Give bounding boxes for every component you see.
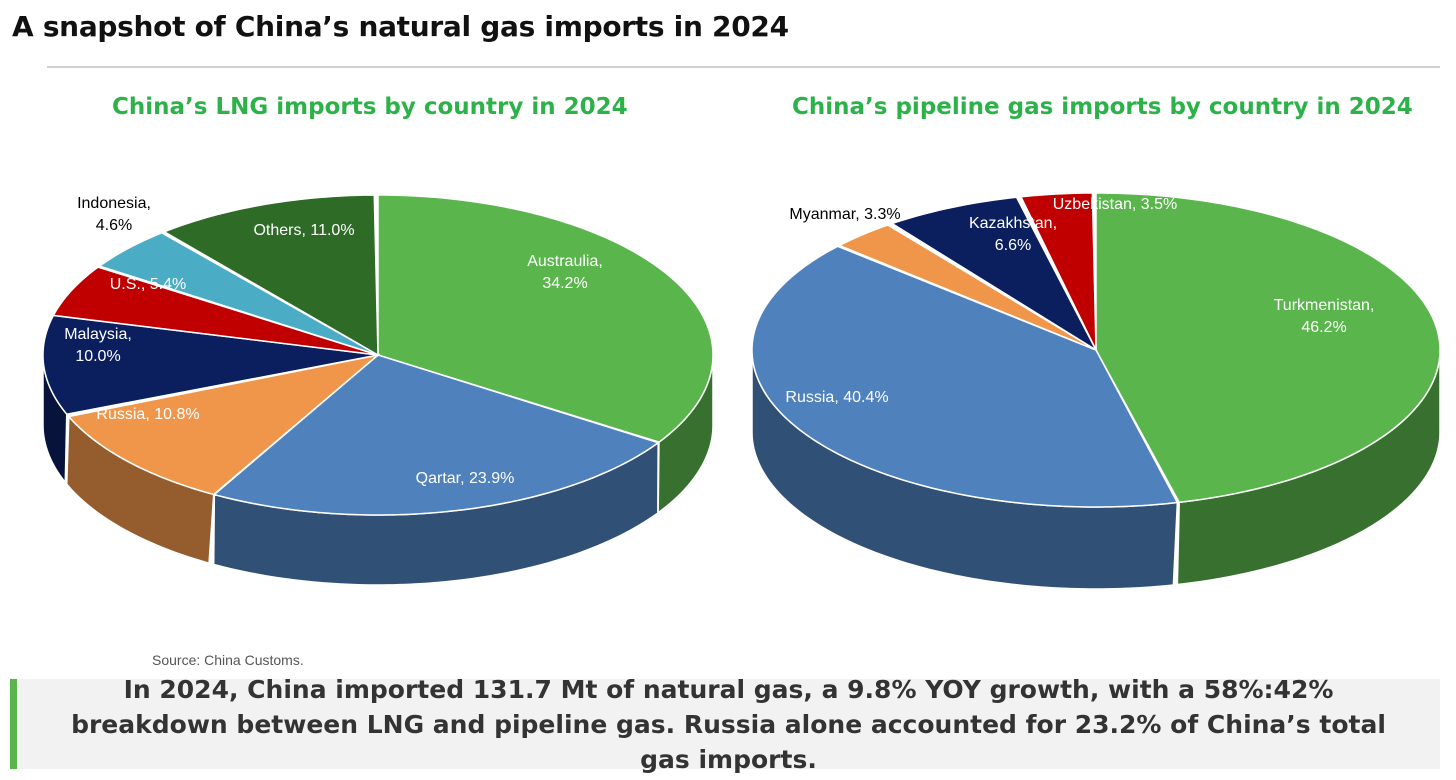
pie-charts: Austraulia, 34.2% Qartar, 23.9% Russia, 10.… xyxy=(42,192,1441,590)
pie-0-slice-russia xyxy=(67,353,381,496)
divider xyxy=(47,66,1440,68)
data-label: Myanmar, 3.3% xyxy=(789,206,900,223)
data-label: Uzbekistan, 3.5% xyxy=(1053,196,1178,213)
data-label: U.S., 5.4% xyxy=(110,276,186,293)
pie-0-slice-qartar xyxy=(212,354,660,516)
data-label: Indonesia, 4.6% xyxy=(77,195,151,234)
pie-0-slice-others xyxy=(162,194,379,357)
data-label: Kazakhstan, 6.6% xyxy=(969,215,1057,254)
data-label: Malaysia, 10.0% xyxy=(64,326,132,365)
pie-1-slice-uzbekistan xyxy=(1019,192,1097,351)
data-label: Russia, 40.4% xyxy=(785,389,888,406)
pie-0-slice-austraulia xyxy=(377,194,714,443)
pie-0-slice-malaysia xyxy=(42,314,379,416)
data-label: Turkmenistan, 46.2% xyxy=(1274,297,1375,336)
pie-1-slice-russia xyxy=(751,245,1179,508)
data-label: Qartar, 23.9% xyxy=(416,470,515,487)
pie-1-slice-kazakhstan xyxy=(890,196,1098,353)
data-label: Others, 11.0% xyxy=(253,222,354,239)
pie-0-slice-indonesia xyxy=(97,231,379,356)
page-title: A snapshot of China’s natural gas import… xyxy=(12,10,789,43)
data-label: Austraulia, 34.2% xyxy=(527,253,603,292)
data-label: Russia, 10.8% xyxy=(96,406,199,423)
lng-chart-title: China’s LNG imports by country in 2024 xyxy=(112,94,628,120)
pie-0-slice-u-s- xyxy=(52,266,379,356)
pipeline-chart-title: China’s pipeline gas imports by country … xyxy=(792,94,1413,120)
source-note: Source: China Customs. xyxy=(152,652,304,668)
pie-1-slice-turkmenistan xyxy=(1095,192,1441,504)
pie-1-slice-myanmar xyxy=(837,224,1097,351)
summary-callout: In 2024, China imported 131.7 Mt of natu… xyxy=(10,675,1440,774)
